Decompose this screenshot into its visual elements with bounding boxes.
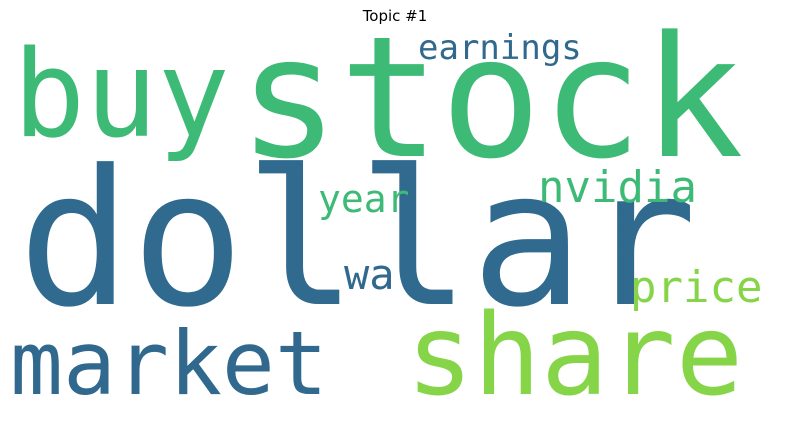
word-wa: wa [344, 250, 395, 299]
word-price: price [630, 262, 763, 313]
word-cloud: dollar stock buy market share earnings n… [8, 28, 782, 420]
word-earnings: earnings [418, 28, 582, 68]
word-nvidia: nvidia [538, 162, 697, 213]
chart-title: Topic #1 [362, 7, 428, 25]
word-year: year [318, 177, 410, 221]
word-share: share [406, 291, 744, 420]
word-buy: buy [13, 28, 230, 165]
word-market: market [10, 312, 328, 415]
word-dollar: dollar [18, 130, 698, 349]
word-stock: stock [238, 28, 744, 196]
